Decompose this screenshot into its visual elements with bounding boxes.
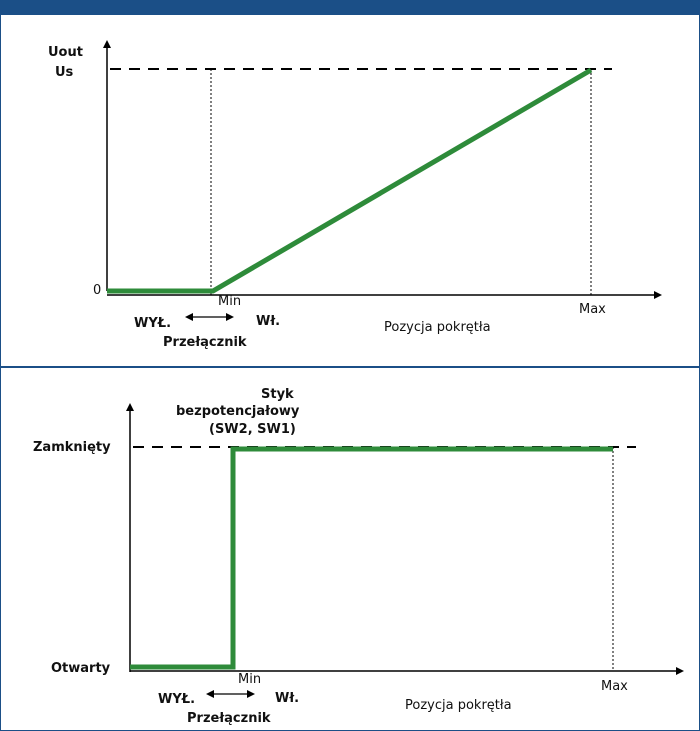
contact-curve — [130, 446, 613, 670]
output-curve — [107, 67, 593, 294]
x-axis-label: Pozycja pokrętła — [384, 320, 491, 335]
y-label-line2: bezpotencjałowy — [176, 404, 300, 419]
x-axis-label: Pozycja pokrętła — [405, 698, 512, 713]
switch-on-label: Wł. — [256, 314, 280, 329]
y-tick-closed: Zamknięty — [33, 440, 111, 455]
y-origin-label: 0 — [93, 283, 101, 298]
switch-off-label: WYŁ. — [158, 692, 195, 707]
y-tick-open: Otwarty — [51, 661, 111, 676]
x-tick-min: Min — [218, 294, 241, 309]
y-label-line3: (SW2, SW1) — [209, 422, 296, 437]
panel-divider — [0, 366, 700, 368]
panel-output-voltage: Uout Us 0 Min Max Pozycja pokrętła WYŁ. … — [48, 40, 662, 350]
switch-on-label: Wł. — [275, 691, 299, 706]
x-tick-max: Max — [601, 679, 628, 694]
y-label-uout: Uout — [48, 45, 83, 60]
top-banner — [0, 0, 700, 15]
switch-label: Przełącznik — [163, 335, 247, 350]
y-label-us: Us — [55, 65, 74, 80]
switch-label: Przełącznik — [187, 711, 271, 726]
x-tick-min: Min — [238, 672, 261, 687]
y-label-line1: Styk — [261, 387, 294, 402]
x-tick-max: Max — [579, 302, 606, 317]
switch-off-label: WYŁ. — [134, 316, 171, 331]
panel-contact-state: Styk bezpotencjałowy (SW2, SW1) Zamknięt… — [33, 387, 684, 726]
